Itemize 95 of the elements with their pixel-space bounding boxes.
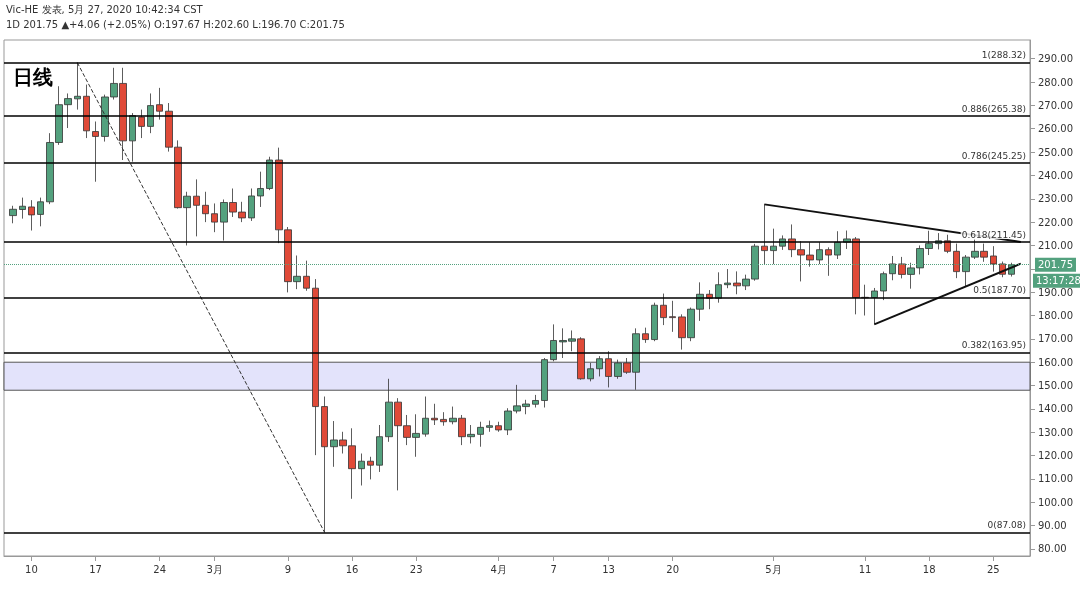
candlestick bbox=[880, 271, 887, 301]
candlestick bbox=[211, 203, 218, 233]
y-tick-label: 290.00 bbox=[1038, 53, 1073, 65]
ref-line-label: 0.886(265.38) bbox=[961, 103, 1026, 114]
ref-line-label: 201.75 bbox=[1038, 259, 1073, 271]
candlestick bbox=[587, 362, 594, 382]
candlestick bbox=[92, 121, 99, 183]
y-tick-label: 80.00 bbox=[1038, 543, 1067, 555]
ref-line-label: 0.786(245.25) bbox=[961, 150, 1026, 161]
text: 13:17:28 bbox=[1036, 275, 1080, 287]
x-tick-label: 4月 bbox=[490, 563, 507, 575]
x-tick-label: 16 bbox=[345, 563, 359, 575]
candlestick bbox=[761, 203, 768, 266]
x-tick-label: 3月 bbox=[206, 563, 223, 575]
candlestick bbox=[248, 188, 255, 222]
ref-line-label: 0.382(163.95) bbox=[961, 340, 1026, 351]
y-tick-label: 100.00 bbox=[1038, 496, 1073, 508]
ref-line-label: 0(87.08) bbox=[987, 519, 1026, 530]
candlestick bbox=[193, 178, 200, 237]
candlestick bbox=[486, 420, 493, 433]
candlestick bbox=[266, 156, 273, 191]
candlestick bbox=[431, 403, 438, 426]
y-tick-label: 130.00 bbox=[1038, 426, 1073, 438]
x-tick-label: 13 bbox=[602, 563, 615, 575]
candlestick bbox=[605, 350, 612, 388]
y-tick-label: 190.00 bbox=[1038, 286, 1073, 298]
candlestick bbox=[367, 456, 374, 480]
candlestick bbox=[9, 205, 17, 224]
candlestick bbox=[129, 112, 136, 163]
y-tick-label: 150.00 bbox=[1038, 380, 1073, 392]
candlestick bbox=[953, 243, 960, 279]
candlestick bbox=[422, 396, 429, 438]
x-tick-label: 24 bbox=[153, 563, 167, 575]
candlestick bbox=[495, 421, 502, 433]
y-tick-label: 240.00 bbox=[1038, 169, 1073, 181]
candlestick bbox=[541, 357, 548, 408]
y-tick-label: 160.00 bbox=[1038, 356, 1073, 368]
candlestick bbox=[715, 271, 722, 304]
ref-line-label: 1(288.32) bbox=[981, 50, 1026, 61]
ref-line-label: 0.618(211.45) bbox=[961, 229, 1026, 240]
y-tick-label: 210.00 bbox=[1038, 239, 1073, 251]
x-tick-label: 23 bbox=[409, 563, 423, 575]
candlestick bbox=[532, 394, 539, 408]
y-tick-label: 260.00 bbox=[1038, 123, 1073, 135]
candlestick bbox=[358, 453, 365, 486]
y-tick-label: 220.00 bbox=[1038, 216, 1073, 228]
candlestick bbox=[440, 411, 447, 427]
text: 日线 bbox=[13, 65, 53, 89]
candlestick bbox=[660, 293, 667, 326]
candlestick bbox=[669, 300, 676, 333]
candlestick bbox=[202, 191, 209, 223]
candlestick bbox=[376, 424, 383, 473]
candlestick bbox=[37, 197, 44, 227]
text: 1D 201.75 ▲+4.06 (+2.05%) O:197.67 H:202.60 L:196.70 C:201.75 bbox=[6, 18, 345, 30]
candlestick bbox=[477, 421, 484, 448]
candlestick bbox=[138, 109, 145, 139]
y-tick-label: 90.00 bbox=[1038, 520, 1067, 532]
candlestick bbox=[303, 260, 310, 292]
x-tick-label: 20 bbox=[666, 563, 680, 575]
text: Vic-HE 发表, 5月 27, 2020 10:42:34 CST bbox=[6, 3, 204, 15]
y-tick-label: 280.00 bbox=[1038, 76, 1073, 88]
y-tick-label: 170.00 bbox=[1038, 333, 1073, 345]
candlestick bbox=[834, 230, 841, 260]
candlestick bbox=[19, 197, 26, 220]
x-tick-label: 11 bbox=[858, 563, 872, 575]
candlestick bbox=[770, 228, 777, 265]
candlestick bbox=[596, 355, 603, 377]
y-tick-label: 180.00 bbox=[1038, 310, 1073, 322]
y-tick-label: 120.00 bbox=[1038, 450, 1073, 462]
x-tick-label: 7 bbox=[550, 563, 557, 575]
candlestick bbox=[871, 287, 878, 325]
candlestick bbox=[28, 199, 35, 231]
y-tick-label: 250.00 bbox=[1038, 146, 1073, 158]
candlestick bbox=[156, 87, 163, 121]
x-tick-label: 18 bbox=[922, 563, 936, 575]
y-tick-label: 110.00 bbox=[1038, 473, 1073, 485]
y-tick-label: 140.00 bbox=[1038, 403, 1073, 415]
candlestick bbox=[990, 245, 997, 273]
candlestick bbox=[312, 278, 319, 456]
candlestick bbox=[651, 302, 658, 342]
candlestick bbox=[257, 171, 264, 208]
x-tick-label: 10 bbox=[25, 563, 38, 575]
x-tick-label: 9 bbox=[284, 563, 292, 575]
x-tick-label: 17 bbox=[89, 563, 102, 575]
x-tick-label: 25 bbox=[986, 563, 1000, 575]
y-tick-label: 270.00 bbox=[1038, 99, 1073, 111]
y-tick-label: 230.00 bbox=[1038, 193, 1073, 205]
x-tick-label: 5月 bbox=[765, 563, 782, 575]
candlestick bbox=[642, 327, 649, 344]
candlestick bbox=[825, 246, 832, 277]
candlestick bbox=[816, 241, 823, 265]
candlestick bbox=[83, 84, 90, 139]
candlestick bbox=[724, 268, 731, 289]
ref-line-label: 0.5(187.70) bbox=[973, 285, 1026, 296]
candlestick bbox=[550, 323, 557, 362]
